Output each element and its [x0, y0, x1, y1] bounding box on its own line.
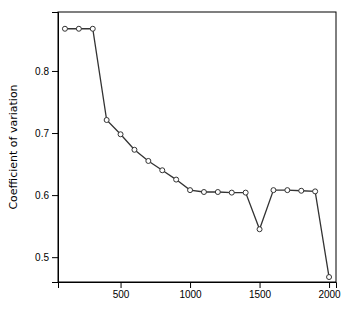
point: [188, 188, 193, 193]
point: [271, 188, 276, 193]
plot: 500 1000 1500 2000 0.5 0.6 0.7 0.8: [35, 12, 341, 300]
point: [201, 190, 206, 195]
y-tick-mark: [52, 257, 58, 258]
point: [243, 190, 248, 195]
y-tick: 0.8: [35, 66, 58, 77]
point: [90, 26, 95, 31]
y-tick-label: 0.8: [35, 66, 49, 77]
point: [299, 188, 304, 193]
chart: 500 1000 1500 2000 0.5 0.6 0.7 0.8 Coefficient o…: [0, 0, 350, 312]
x-tick-label: 1500: [249, 289, 272, 300]
point: [327, 275, 332, 280]
point: [174, 177, 179, 182]
line: [65, 29, 329, 277]
point: [104, 118, 109, 123]
y-tick-label: 0.6: [35, 190, 49, 201]
x-tick-label: 2000: [318, 289, 341, 300]
point: [62, 26, 67, 31]
y-tick-mark: [52, 195, 58, 196]
x-tick-label: 1000: [179, 289, 202, 300]
point: [229, 190, 234, 195]
y-tick-label: 0.5: [35, 252, 49, 263]
point: [285, 188, 290, 193]
point: [257, 227, 262, 232]
point: [118, 132, 123, 137]
x-axis-line: [59, 283, 337, 289]
x-tick: 1500: [249, 282, 272, 300]
x-axis: 500 1000 1500 2000: [59, 282, 342, 300]
point: [132, 147, 137, 152]
marks: [62, 26, 331, 279]
point: [215, 190, 220, 195]
point: [160, 168, 165, 173]
x-tick: 1000: [179, 282, 202, 300]
y-tick: 0.5: [35, 252, 58, 263]
plot-frame: [58, 12, 336, 282]
y-tick-mark: [52, 71, 58, 72]
point: [76, 26, 81, 31]
y-tick: 0.6: [35, 190, 58, 201]
x-tick-mark: [121, 282, 122, 288]
y-axis: 0.5 0.6 0.7 0.8: [35, 13, 58, 283]
x-tick: 2000: [318, 282, 341, 300]
x-tick-mark: [190, 282, 191, 288]
y-axis-line: [52, 13, 59, 283]
x-tick-mark: [260, 282, 261, 288]
x-tick-mark: [329, 282, 330, 288]
y-axis-title: Coefficient of variation: [7, 84, 20, 209]
y-tick: 0.7: [35, 128, 58, 139]
y-tick-label: 0.7: [35, 128, 49, 139]
x-tick-label: 500: [113, 289, 130, 300]
y-tick-mark: [52, 133, 58, 134]
point: [313, 189, 318, 194]
x-tick: 500: [113, 282, 130, 300]
point: [146, 158, 151, 163]
